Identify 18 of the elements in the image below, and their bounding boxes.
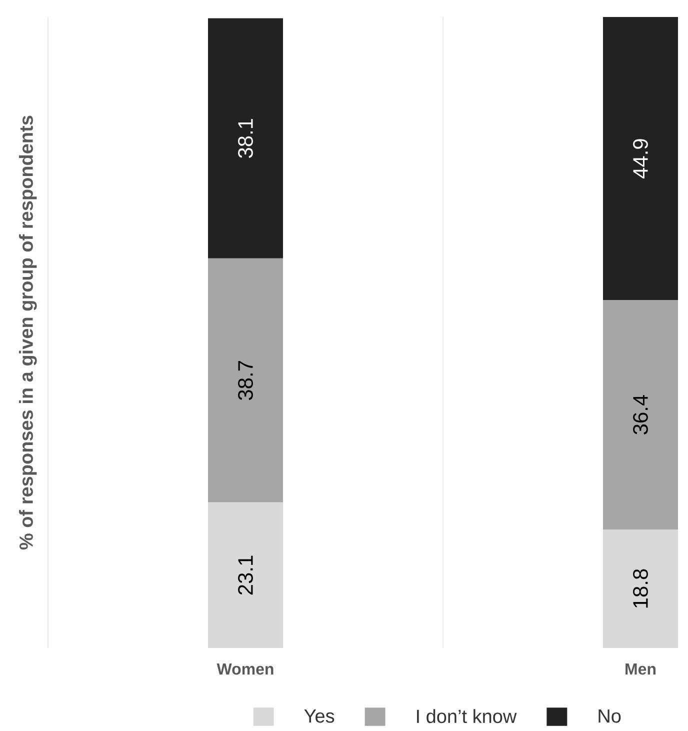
data-label: 23.1 — [238, 556, 253, 595]
bar — [602, 17, 678, 300]
bar — [602, 300, 678, 530]
data-label: 38.7 — [238, 361, 253, 400]
data-label: 38.1 — [238, 118, 253, 158]
legend-label: Yes — [304, 709, 334, 723]
bar — [602, 529, 678, 648]
data-label: 36.4 — [633, 394, 648, 434]
bar — [208, 18, 283, 258]
bar — [208, 502, 283, 648]
data-label: 44.9 — [633, 139, 648, 178]
y-axis-title: % of responses in a given group of respondents — [18, 116, 37, 550]
legend-label: No — [598, 709, 621, 723]
data-label: 18.8 — [633, 569, 648, 608]
legend-label: I don’t know — [417, 709, 517, 724]
x-tick-label: Men — [626, 664, 656, 675]
x-tick-label: Women — [216, 664, 274, 675]
bar — [208, 258, 283, 502]
